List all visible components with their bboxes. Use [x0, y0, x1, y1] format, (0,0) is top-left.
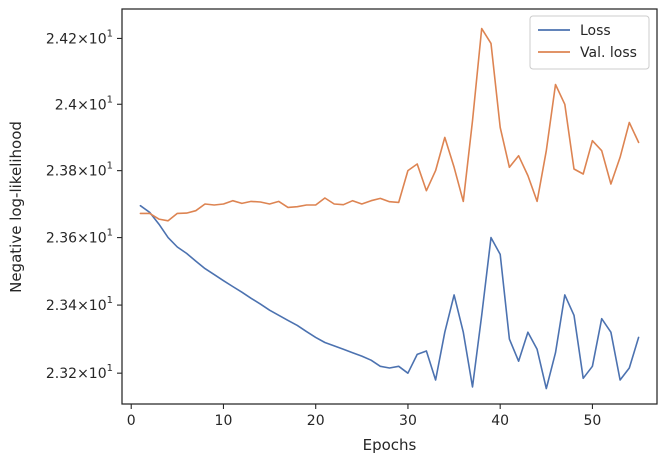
- x-tick-label: 0: [127, 413, 136, 429]
- y-tick-times: ×: [77, 298, 89, 314]
- legend-label-1: Val. loss: [580, 45, 637, 61]
- plot-frame: [121, 8, 658, 405]
- y-tick-mantissa: 2.38: [46, 164, 77, 180]
- y-tick-times: ×: [77, 97, 89, 113]
- y-tick-times: ×: [77, 164, 89, 180]
- y-tick-base: 10: [89, 366, 107, 382]
- y-tick-label: 2.36×101: [46, 228, 113, 247]
- y-tick-exponent: 1: [107, 94, 113, 105]
- y-tick-exponent: 1: [107, 295, 113, 306]
- y-tick-base: 10: [89, 164, 107, 180]
- y-tick-label: 2.34×101: [46, 295, 113, 314]
- y-tick-base: 10: [89, 97, 107, 113]
- series-line-1: [139, 27, 640, 222]
- y-tick-label: 2.42×101: [46, 28, 113, 47]
- y-tick-times: ×: [77, 31, 89, 47]
- x-tick-label: 40: [491, 413, 509, 429]
- legend: Loss Val. loss: [529, 15, 650, 70]
- y-tick-mantissa: 2.32: [46, 366, 77, 382]
- y-tick-label: 2.32×101: [46, 363, 113, 382]
- y-tick-base: 10: [89, 298, 107, 314]
- y-tick-base: 10: [89, 231, 107, 247]
- y-tick-exponent: 1: [107, 28, 113, 39]
- y-tick-mantissa: 2.4: [55, 97, 77, 113]
- y-tick-times: ×: [77, 231, 89, 247]
- y-tick-exponent: 1: [107, 161, 113, 172]
- y-tick-label: 2.38×101: [46, 161, 113, 180]
- x-tick-label: 50: [584, 413, 602, 429]
- x-axis-label: Epochs: [363, 436, 417, 454]
- x-tick-label: 10: [215, 413, 233, 429]
- y-tick-times: ×: [77, 366, 89, 382]
- x-tick-label: 30: [399, 413, 417, 429]
- y-tick-mantissa: 2.36: [46, 231, 77, 247]
- y-tick-exponent: 1: [107, 363, 113, 374]
- y-axis: 2.32×1012.34×1012.36×1012.38×1012.4×1012…: [46, 28, 122, 382]
- y-tick-mantissa: 2.34: [46, 298, 77, 314]
- series-line-0: [139, 204, 640, 390]
- y-tick-label: 2.4×101: [55, 94, 113, 113]
- y-tick-mantissa: 2.42: [46, 31, 77, 47]
- x-tick-label: 20: [307, 413, 325, 429]
- legend-label-0: Loss: [580, 23, 611, 39]
- x-axis: 0 10 20 30 40 50: [127, 404, 602, 429]
- plot-lines: [139, 27, 640, 390]
- y-tick-base: 10: [89, 31, 107, 47]
- y-axis-label: Negative log-likelihood: [7, 121, 25, 293]
- y-tick-exponent: 1: [107, 228, 113, 239]
